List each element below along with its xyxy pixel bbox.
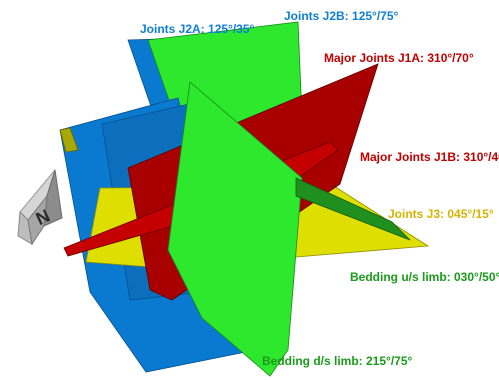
bedding-plane-ds-limb bbox=[167, 81, 303, 377]
label-joints-j2a: Joints J2A: 125°/35° bbox=[140, 22, 255, 36]
label-joints-j3: Joints J3: 045°/15° bbox=[388, 207, 494, 221]
bedding-plane-us-edge bbox=[295, 177, 411, 241]
joint-plane-edge-left bbox=[59, 127, 79, 153]
label-bedding-us-limb: Bedding u/s limb: 030°/50° bbox=[350, 270, 499, 284]
north-arrow-icon: N bbox=[17, 169, 63, 246]
label-major-joints-j1b: Major Joints J1B: 310°/40 bbox=[360, 150, 499, 164]
label-joints-j2b: Joints J2B: 125°/75° bbox=[284, 9, 399, 23]
label-bedding-ds-limb: Bedding d/s limb: 215°/75° bbox=[262, 354, 413, 368]
label-major-joints-j1a: Major Joints J1A: 310°/70° bbox=[324, 51, 474, 65]
